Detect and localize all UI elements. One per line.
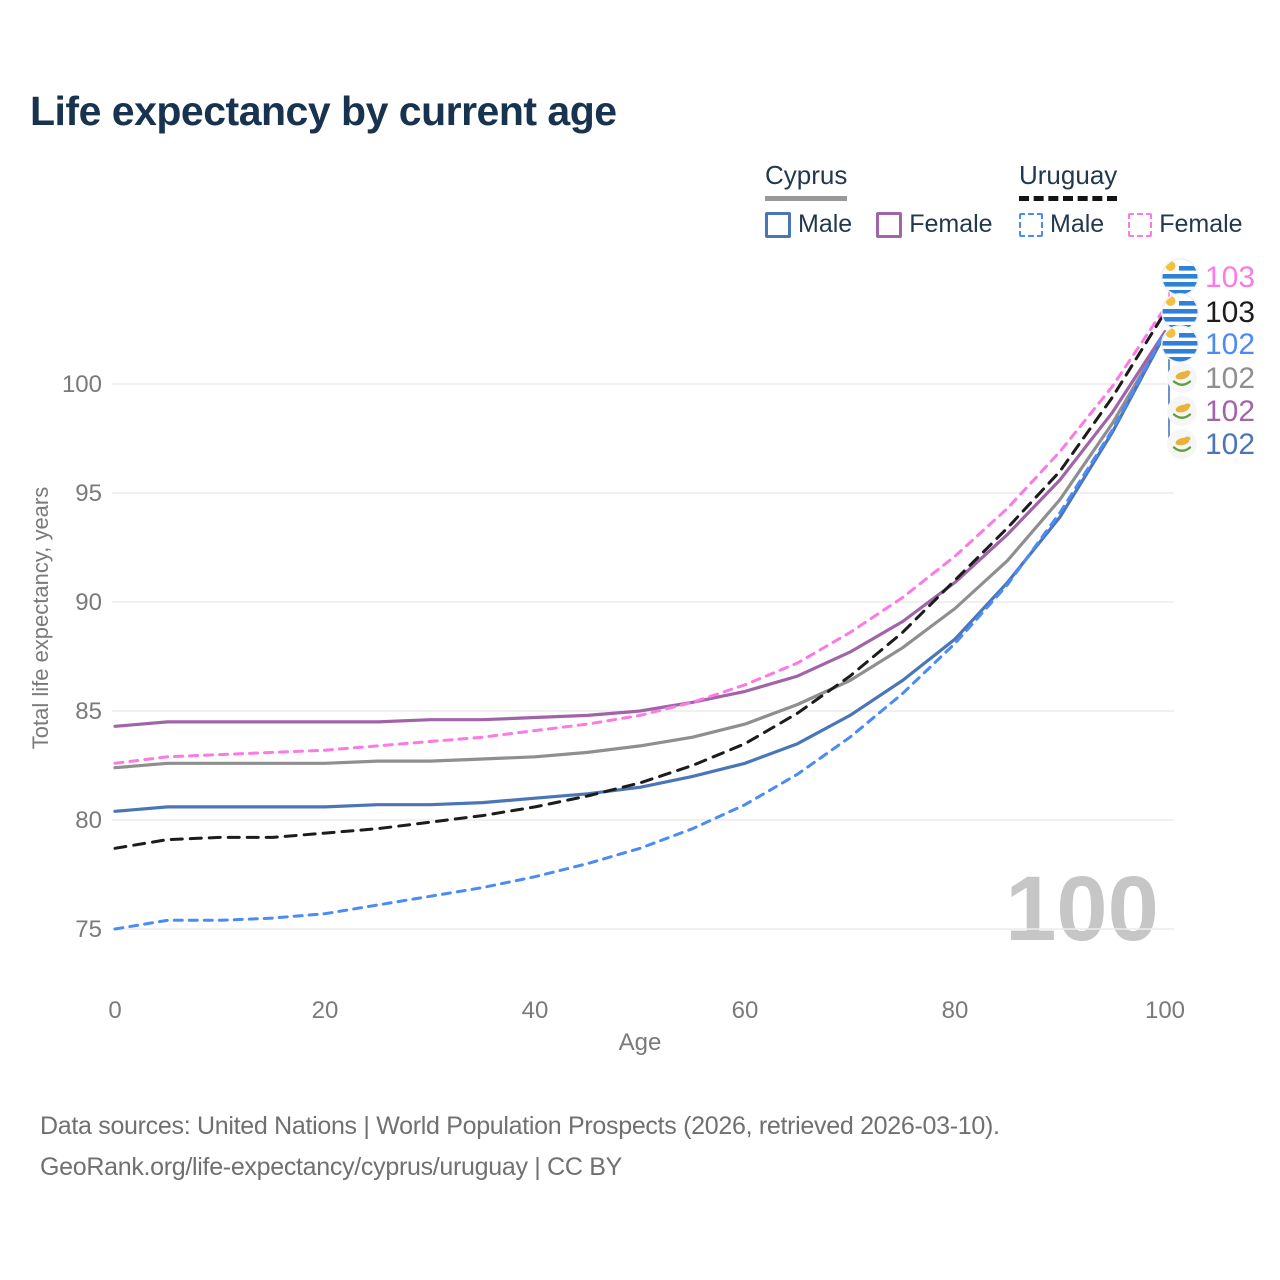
watermark-age-counter: 100 bbox=[1005, 858, 1159, 960]
page-title: Life expectancy by current age bbox=[30, 88, 617, 134]
uruguay-flag-icon bbox=[1161, 258, 1199, 296]
uruguay-flag-icon bbox=[1161, 325, 1199, 363]
legend-group-cyprus: Cyprus Male Female bbox=[765, 160, 993, 239]
legend-label: Male bbox=[1050, 210, 1105, 238]
uruguay-flag-icon bbox=[1161, 293, 1199, 331]
legend-label: Female bbox=[909, 210, 993, 238]
legend-item-uruguay-female[interactable]: Female bbox=[1128, 210, 1243, 239]
chart-canvas: 100 75 80 85 90 95 100 0 20 40 60 80 100 Age Total lif… bbox=[28, 258, 1255, 1056]
y-tick-label: 90 bbox=[75, 589, 102, 616]
legend-item-cyprus-male[interactable]: Male bbox=[765, 210, 852, 239]
line-uruguay-female[interactable] bbox=[113, 306, 1167, 765]
y-axis-title: Total life expectancy, years bbox=[28, 487, 53, 750]
x-tick-label: 0 bbox=[108, 997, 121, 1024]
legend-label: Male bbox=[798, 210, 853, 238]
end-value-label-cyprus-total: 102 bbox=[1205, 362, 1255, 395]
end-value-label-cyprus-male: 102 bbox=[1205, 428, 1255, 461]
legend-label: Female bbox=[1159, 210, 1243, 238]
x-tick-label: 100 bbox=[1145, 997, 1185, 1024]
line-cyprus-female[interactable] bbox=[113, 330, 1167, 728]
legend-item-cyprus-female[interactable]: Female bbox=[876, 210, 993, 239]
x-tick-label: 20 bbox=[312, 997, 339, 1024]
cyprus-female-swatch-icon bbox=[876, 211, 903, 238]
line-uruguay-total[interactable] bbox=[113, 310, 1167, 850]
x-axis-title: Age bbox=[619, 1029, 662, 1056]
y-tick-label: 100 bbox=[62, 371, 102, 398]
x-tick-label: 40 bbox=[522, 997, 549, 1024]
y-tick-label: 85 bbox=[75, 698, 102, 725]
footer-line-2: GeoRank.org/life-expectancy/cyprus/urugu… bbox=[40, 1153, 623, 1181]
end-value-label-cyprus-female: 102 bbox=[1205, 395, 1255, 428]
cyprus-flag-icon bbox=[1167, 363, 1197, 393]
line-uruguay-male[interactable] bbox=[113, 330, 1167, 931]
end-value-label-uruguay-female: 103 bbox=[1205, 261, 1255, 294]
x-tick-label: 60 bbox=[732, 997, 759, 1024]
end-value-label-uruguay-total: 103 bbox=[1205, 296, 1255, 329]
end-value-label-uruguay-male: 102 bbox=[1205, 328, 1255, 361]
line-cyprus-male[interactable] bbox=[113, 332, 1167, 813]
uruguay-female-swatch-icon bbox=[1128, 212, 1153, 237]
legend-item-uruguay-male[interactable]: Male bbox=[1019, 210, 1104, 239]
uruguay-male-swatch-icon bbox=[1019, 212, 1043, 237]
legend-country-uruguay[interactable]: Uruguay bbox=[1019, 160, 1118, 201]
cyprus-male-swatch-icon bbox=[765, 211, 791, 238]
data-source-note: Data sources: United Nations | World Pop… bbox=[40, 1106, 1000, 1188]
y-tick-label: 95 bbox=[75, 480, 102, 507]
y-tick-label: 80 bbox=[75, 807, 102, 834]
cyprus-flag-icon bbox=[1167, 429, 1197, 459]
x-tick-label: 80 bbox=[942, 997, 969, 1024]
legend-group-uruguay: Uruguay Male Female bbox=[1019, 160, 1243, 239]
y-tick-label: 75 bbox=[75, 916, 102, 943]
footer-line-1: Data sources: United Nations | World Pop… bbox=[40, 1112, 1000, 1140]
line-cyprus-total[interactable] bbox=[113, 332, 1167, 770]
legend-country-cyprus[interactable]: Cyprus bbox=[765, 160, 848, 201]
cyprus-flag-icon bbox=[1167, 396, 1197, 426]
